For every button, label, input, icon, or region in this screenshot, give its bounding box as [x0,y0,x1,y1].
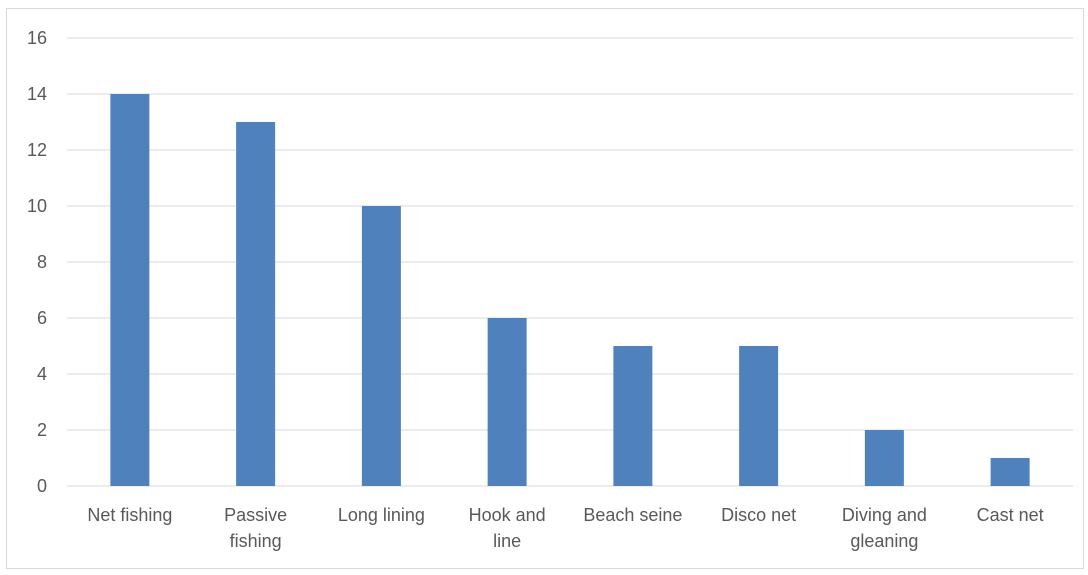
x-tick-label-line: Disco net [721,505,796,525]
x-tick-label-line: Diving and [842,505,927,525]
bar-passive-fishing [236,122,276,486]
y-tick-label: 10 [27,196,47,216]
bar-beach-seine [613,346,653,486]
y-tick-label: 0 [37,476,47,496]
bar-net-fishing [110,94,150,486]
y-tick-label: 12 [27,140,47,160]
x-tick-label: Cast net [977,505,1044,525]
x-tick-label-line: fishing [230,531,282,551]
chart-frame: 0 2 4 6 8 10 12 14 16 Net fishing Passive fishing L… [6,8,1084,569]
bar-long-lining [361,206,401,486]
x-axis-ticks: Net fishing Passive fishing Long lining Hook… [87,505,1043,551]
x-tick-label-line: Hook and [469,505,546,525]
y-axis-ticks: 0 2 4 6 8 10 12 14 16 [27,28,47,496]
y-tick-label: 6 [37,308,47,328]
x-tick-label: Passive fishing [224,505,287,551]
x-tick-label-line: Cast net [977,505,1044,525]
bar-diving-and-gleaning [864,430,904,486]
y-tick-label: 14 [27,84,47,104]
x-tick-label-line: Long lining [338,505,425,525]
x-tick-label-line: Passive [224,505,287,525]
bars [110,94,1030,486]
x-tick-label: Disco net [721,505,796,525]
y-tick-label: 4 [37,364,47,384]
x-tick-label-line: Net fishing [87,505,172,525]
x-tick-label: Long lining [338,505,425,525]
x-tick-label: Diving and gleaning [842,505,927,551]
gridlines [67,37,1073,487]
x-tick-label-line: Beach seine [583,505,682,525]
y-tick-label: 2 [37,420,47,440]
bar-hook-and-line [487,318,527,486]
bar-cast-net [990,458,1030,486]
bar-chart: 0 2 4 6 8 10 12 14 16 Net fishing Passive fishing L… [27,28,1073,551]
bar-disco-net [739,346,779,486]
x-tick-label: Net fishing [87,505,172,525]
y-tick-label: 16 [27,28,47,48]
x-tick-label: Beach seine [583,505,682,525]
x-tick-label: Hook and line [469,505,546,551]
x-tick-label-line: line [493,531,521,551]
y-tick-label: 8 [37,252,47,272]
x-tick-label-line: gleaning [850,531,918,551]
